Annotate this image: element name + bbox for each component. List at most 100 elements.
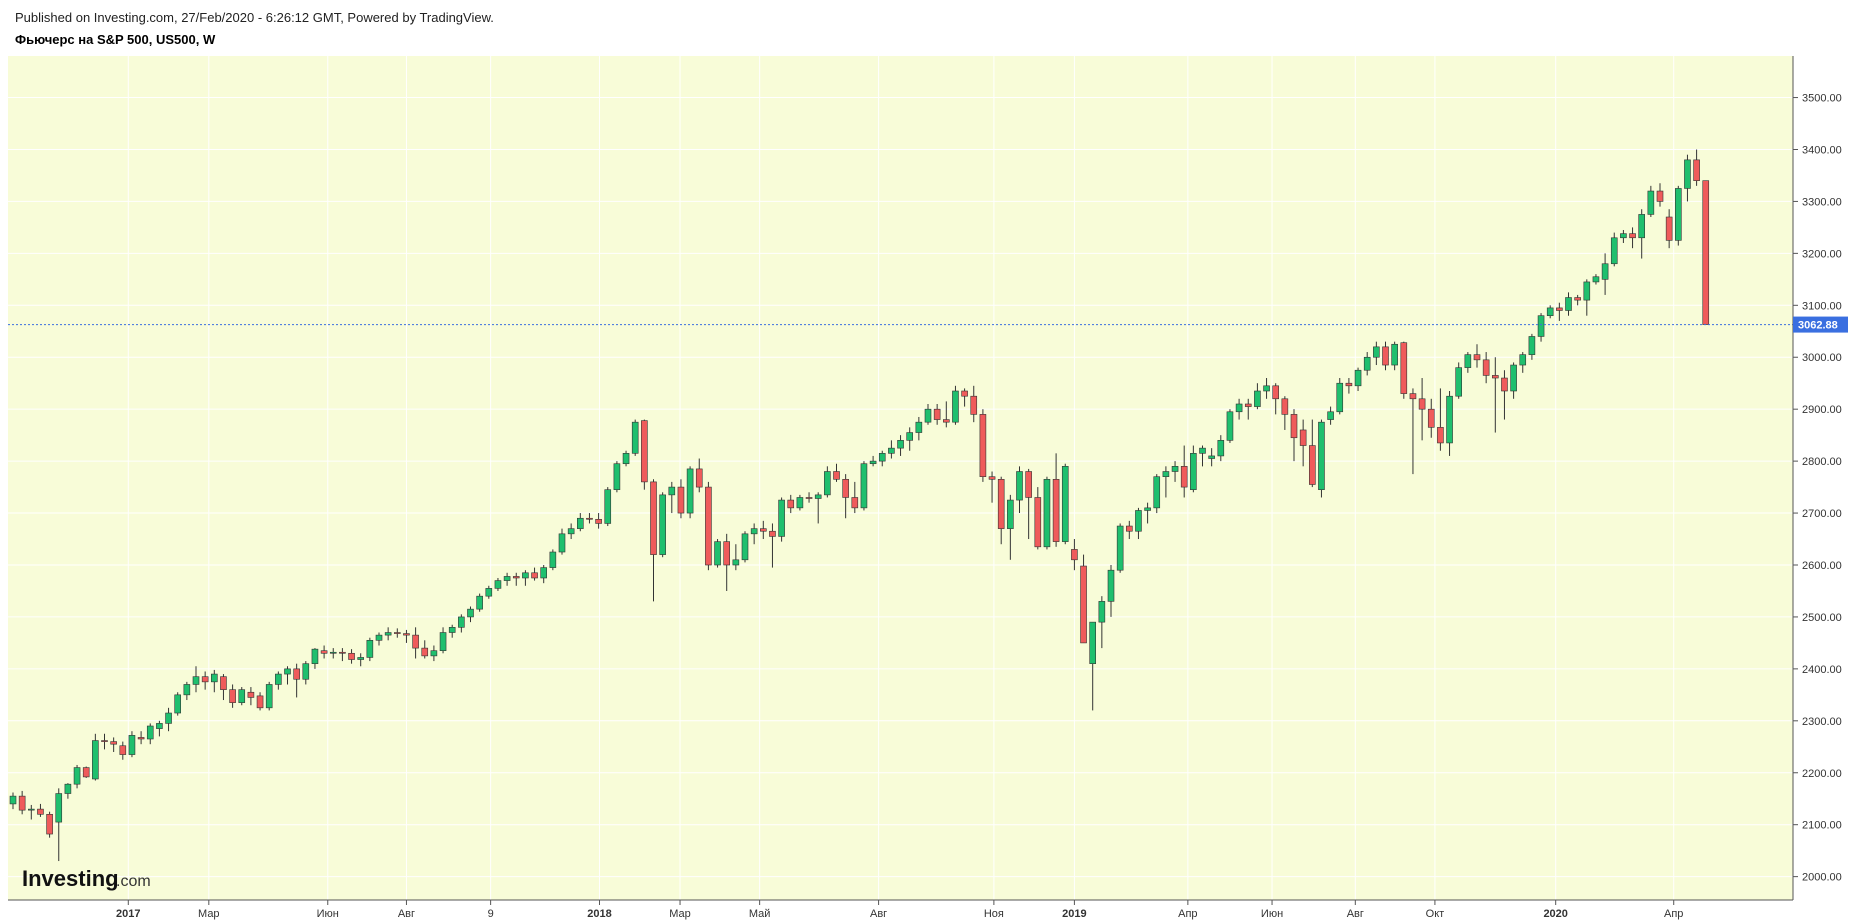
candle xyxy=(878,450,886,467)
candle-body xyxy=(576,517,584,529)
candle-body xyxy=(1482,359,1490,376)
candle xyxy=(1254,383,1261,410)
candle-body xyxy=(659,494,666,555)
candle xyxy=(1510,362,1517,399)
y-axis-ticks: 2000.00 2100.00 2200.00 2300.00 2400.00 2500.… xyxy=(1793,93,1842,884)
candle-body xyxy=(485,588,493,597)
candle xyxy=(933,403,941,425)
candle xyxy=(1702,180,1710,325)
candle-body xyxy=(1208,455,1215,459)
candle xyxy=(1437,388,1444,451)
candle-body xyxy=(1574,297,1581,301)
candle xyxy=(1162,466,1170,498)
y-tick-label: 2900.00 xyxy=(1802,404,1842,416)
candle xyxy=(567,523,575,540)
candle xyxy=(1199,445,1206,467)
candle-body xyxy=(1510,364,1517,392)
candle xyxy=(750,523,758,545)
candle xyxy=(961,388,968,407)
instrument-title: Фьючерс на S&P 500, US500, W xyxy=(15,32,216,47)
candle xyxy=(1144,502,1151,524)
candle-body xyxy=(1299,429,1307,446)
candle-body xyxy=(814,494,822,499)
candle xyxy=(631,419,639,456)
candle-body xyxy=(211,673,218,683)
candle xyxy=(1345,378,1353,394)
y-tick-label: 3000.00 xyxy=(1802,352,1842,364)
y-tick-label: 3500.00 xyxy=(1802,93,1842,105)
candle-body xyxy=(55,793,63,823)
candle-body xyxy=(1345,382,1353,387)
candle-body xyxy=(1638,214,1645,239)
candle xyxy=(677,479,685,519)
candle xyxy=(375,632,383,646)
candle-body xyxy=(851,497,859,509)
candle-body xyxy=(1244,403,1252,407)
candle-body xyxy=(128,735,136,755)
candle xyxy=(1528,333,1536,360)
candle-body xyxy=(1107,569,1115,602)
candle xyxy=(82,766,90,778)
candle-body xyxy=(1061,466,1069,542)
candle xyxy=(101,733,108,750)
y-tick-label: 2100.00 xyxy=(1802,820,1842,832)
x-tick-label: 2018 xyxy=(587,908,611,920)
candle xyxy=(1427,398,1435,438)
candle xyxy=(641,419,648,490)
candle xyxy=(403,629,410,643)
candle-body xyxy=(494,580,502,589)
candle xyxy=(55,788,63,862)
candle-body xyxy=(586,517,593,520)
candle xyxy=(1135,507,1142,540)
candle-body xyxy=(311,648,319,664)
candle xyxy=(275,671,282,690)
candle xyxy=(897,435,904,456)
candle-body xyxy=(1693,159,1700,181)
candle-body xyxy=(320,650,328,654)
candle xyxy=(384,627,392,641)
x-tick-label: 2019 xyxy=(1062,908,1086,920)
candle-body xyxy=(9,795,17,805)
candle-body xyxy=(201,676,209,683)
candle-body xyxy=(146,725,154,740)
candle xyxy=(1409,388,1417,475)
candle xyxy=(357,653,365,667)
candle-body xyxy=(604,489,612,524)
candle-body xyxy=(1309,445,1316,485)
candle-body xyxy=(229,689,236,703)
x-tick-label: Авг xyxy=(398,908,415,920)
candle xyxy=(888,440,895,459)
candle xyxy=(1592,274,1600,285)
candle-body xyxy=(339,651,346,654)
candle xyxy=(558,528,566,555)
candle-body xyxy=(284,668,291,675)
grid-lines xyxy=(8,56,1793,900)
candle xyxy=(695,458,703,493)
candle-body xyxy=(979,414,987,478)
candle-body xyxy=(1327,411,1334,420)
candle-body xyxy=(256,695,264,709)
candle xyxy=(1263,378,1270,399)
x-tick-label: Июн xyxy=(317,908,339,920)
candle xyxy=(284,666,291,685)
candle-body xyxy=(1583,281,1591,301)
x-tick-label: Авг xyxy=(1347,908,1364,920)
x-tick-label: Апр xyxy=(1178,908,1197,920)
y-tick-label: 2700.00 xyxy=(1802,508,1842,520)
candle-body xyxy=(732,559,740,566)
candle xyxy=(265,681,273,711)
candle xyxy=(833,463,840,482)
candle xyxy=(769,523,776,568)
y-tick-label: 2000.00 xyxy=(1802,872,1842,884)
candle xyxy=(1373,341,1380,366)
candle xyxy=(979,409,987,482)
candle xyxy=(165,707,172,732)
candle-body xyxy=(741,533,749,561)
logo-text: Investing xyxy=(22,866,119,891)
candle-body xyxy=(1290,414,1298,439)
candle-body xyxy=(73,767,81,785)
candle-body xyxy=(110,741,117,745)
candle xyxy=(1244,398,1252,420)
candle-body xyxy=(476,595,483,610)
